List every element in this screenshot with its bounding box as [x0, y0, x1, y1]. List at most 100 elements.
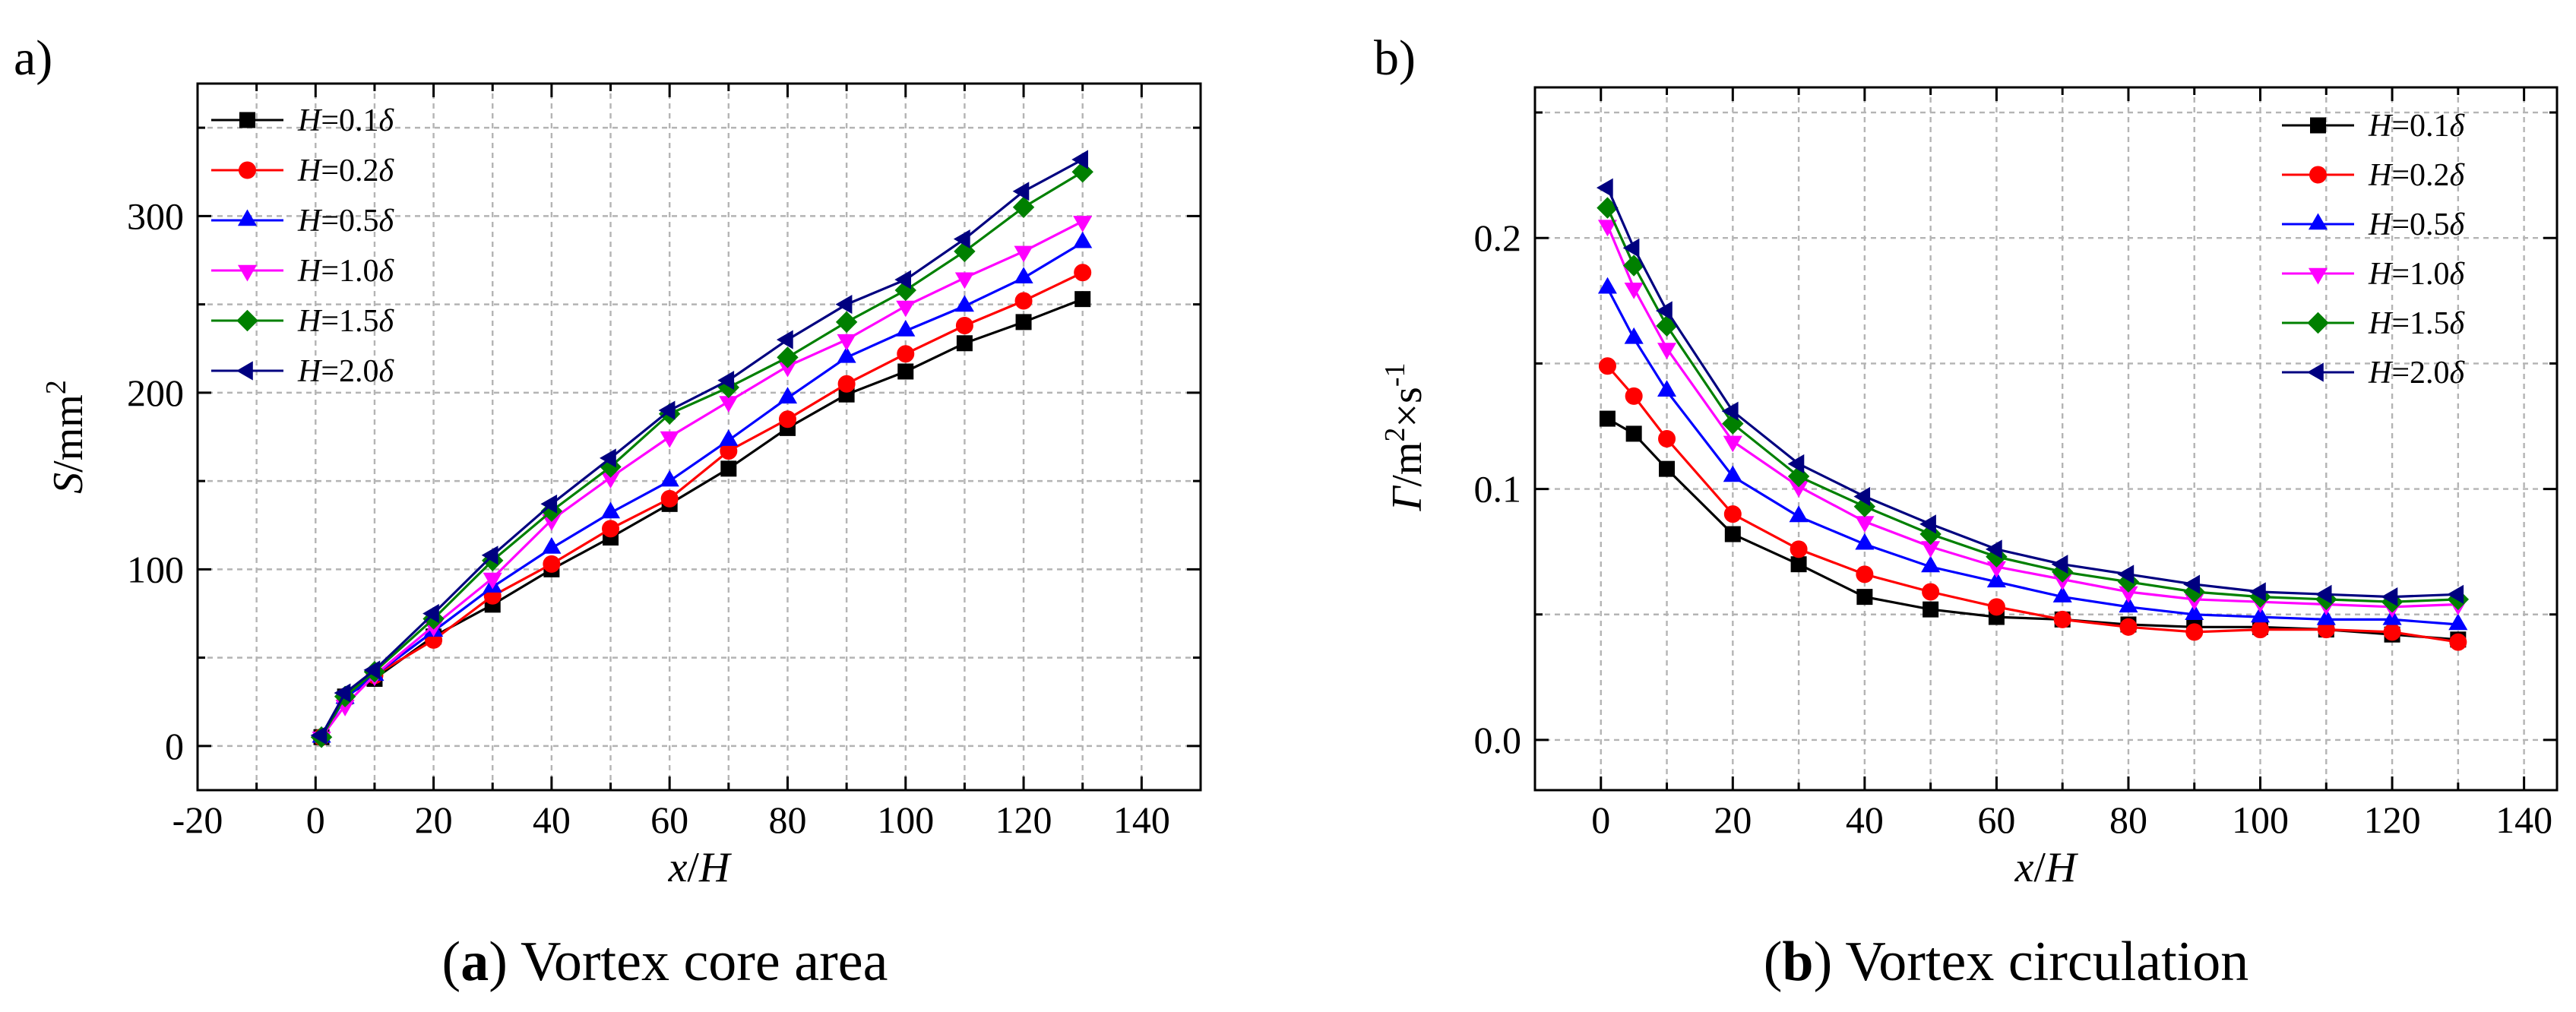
b-legend-label-delta: δ	[2450, 109, 2466, 144]
a-legend-label-delta: δ	[379, 354, 395, 389]
b-y-tick-label: 0.2	[1474, 217, 1522, 259]
a-data-point	[954, 295, 974, 312]
b-legend-label-value: =2.0	[2391, 356, 2449, 391]
b-data-point	[1723, 505, 1742, 523]
a-legend-label-value: =0.2	[321, 153, 378, 188]
b-legend-label-h: H	[2368, 207, 2394, 242]
b-data-point	[2185, 623, 2204, 641]
chart-b-plot-frame	[1533, 86, 2559, 792]
b-legend-label-delta: δ	[2450, 257, 2466, 292]
a-legend-label-delta: δ	[379, 204, 395, 239]
chart-b-xlabel-italic2: H	[2045, 844, 2078, 891]
a-data-point	[1012, 196, 1035, 218]
a-series-2	[312, 231, 1093, 743]
b-legend-marker	[2306, 362, 2324, 382]
chart-b-ticks	[1533, 87, 2557, 790]
a-legend-label-value: =1.0	[321, 254, 378, 289]
a-series-line-0	[320, 298, 1084, 738]
b-data-point	[1790, 540, 1808, 558]
chart-b-ylabel-sup: 2	[1379, 428, 1411, 442]
b-y-tick-label: 0.1	[1474, 468, 1522, 511]
a-data-point	[1071, 150, 1088, 169]
b-data-point	[2448, 613, 2468, 631]
b-data-point	[2447, 584, 2464, 604]
chart-b-xlabel-slash: /	[2033, 844, 2046, 891]
a-legend-marker	[236, 361, 253, 381]
a-legend-item-2: H=0.5δ	[211, 204, 395, 239]
b-data-point	[2449, 633, 2467, 651]
b-data-point	[2315, 584, 2332, 604]
a-legend-item-5: H=2.0δ	[211, 354, 395, 389]
b-legend-label-h: H	[2368, 158, 2394, 193]
a-x-tick-label: 140	[1113, 799, 1170, 841]
a-legend-label-h: H	[297, 254, 323, 289]
b-data-point	[1625, 387, 1643, 405]
a-x-tick-label: -20	[172, 799, 223, 841]
b-series-2	[1597, 277, 2468, 631]
b-legend-label-delta: δ	[2450, 306, 2466, 341]
a-data-point	[1073, 231, 1093, 248]
a-legend-marker	[237, 209, 258, 226]
b-legend-label-delta: δ	[2450, 207, 2466, 242]
a-data-point	[837, 346, 856, 363]
a-legend-label: H=1.0δ	[297, 254, 395, 289]
a-data-point	[1074, 291, 1091, 308]
a-data-point	[837, 334, 856, 351]
chart-a-ylabel-rest: /mm	[45, 394, 92, 473]
a-x-tick-label: 40	[533, 799, 571, 841]
a-legend-label: H=2.0δ	[297, 354, 395, 389]
a-data-point	[835, 295, 853, 315]
a-legend-marker	[236, 309, 258, 332]
b-x-tick-label: 0	[1591, 799, 1610, 841]
b-legend-label: H=0.2δ	[2368, 158, 2466, 193]
b-legend-marker	[2308, 213, 2328, 230]
a-y-tick-label: 300	[127, 194, 184, 237]
b-legend-label: H=0.1δ	[2368, 109, 2466, 144]
a-legend-label-value: =2.0	[321, 354, 378, 389]
b-data-point	[2119, 596, 2138, 613]
b-data-point	[1597, 277, 1617, 294]
chart-b-xlabel-italic1: x	[2014, 844, 2034, 891]
b-x-tick-label: 120	[2364, 799, 2421, 841]
chart-b-ylabel-mid: ×s	[1384, 387, 1431, 427]
a-data-point	[777, 330, 793, 349]
a-legend-label-value: =0.1	[321, 103, 378, 138]
a-data-point	[719, 429, 739, 446]
chart-b-tick-labels: 0 20 40 60 80 100 120 140 0.0 0.1 0.2	[1474, 217, 2553, 841]
b-data-point	[1790, 556, 1807, 573]
a-data-point	[837, 375, 856, 393]
b-series-1	[1598, 357, 2467, 651]
a-data-point	[660, 431, 679, 448]
b-data-point	[1787, 454, 1805, 474]
a-data-point	[777, 346, 799, 368]
a-series-1	[312, 264, 1092, 746]
a-x-tick-label: 80	[768, 799, 806, 841]
b-x-tick-label: 140	[2495, 799, 2552, 841]
a-legend-label-delta: δ	[379, 254, 395, 289]
a-legend-label-delta: δ	[379, 153, 395, 188]
b-legend-label: H=2.0δ	[2368, 356, 2466, 391]
b-x-tick-label: 40	[1846, 799, 1884, 841]
a-legend-label-value: =1.5	[321, 304, 378, 339]
a-x-tick-label: 100	[877, 799, 934, 841]
a-data-point	[896, 319, 916, 337]
a-data-point	[953, 229, 970, 249]
b-legend-label: H=0.5δ	[2368, 207, 2466, 242]
a-series-4	[310, 161, 1093, 748]
b-data-point	[2119, 618, 2138, 636]
b-x-tick-label: 60	[1977, 799, 2015, 841]
a-legend-label-h: H	[297, 304, 323, 339]
chart-a-caption-open: (	[442, 931, 461, 993]
a-series-0	[313, 291, 1091, 745]
chart-a-xlabel-italic1: x	[668, 844, 688, 891]
a-data-point	[778, 410, 796, 429]
a-series-5	[310, 150, 1088, 745]
b-data-point	[1658, 430, 1676, 447]
b-data-point	[1655, 301, 1673, 321]
a-legend-label-h: H	[297, 204, 323, 239]
chart-b-ylabel-sup2: -1	[1379, 362, 1411, 387]
a-data-point	[600, 501, 621, 519]
chart-a-ylabel-italic: S	[45, 473, 92, 494]
a-x-tick-label: 0	[306, 799, 325, 841]
chart-a-series	[310, 150, 1093, 748]
